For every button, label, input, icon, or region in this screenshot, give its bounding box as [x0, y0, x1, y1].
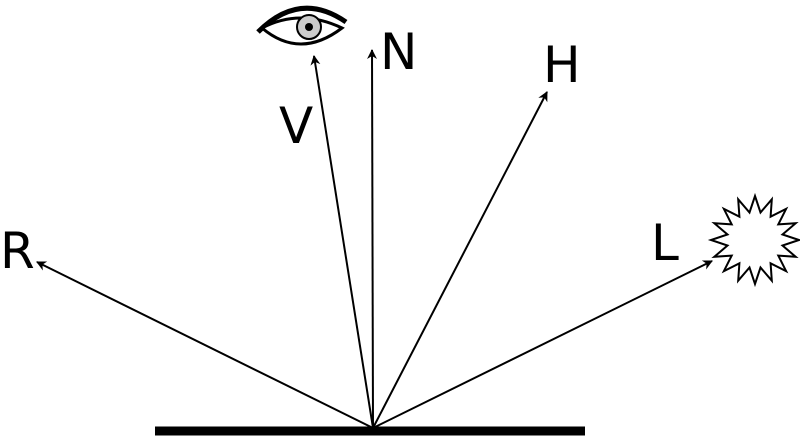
half-vector-arrow — [372, 91, 548, 429]
normal-vector-arrow — [367, 49, 378, 429]
view-vector-arrow — [310, 55, 374, 429]
view-vector-label: V — [279, 97, 313, 155]
light-source-icon — [707, 192, 800, 288]
reflection-vector-label: R — [0, 222, 35, 280]
normal-vector-label: N — [380, 23, 417, 81]
half-vector-label: H — [543, 36, 581, 94]
light-vector-arrow — [372, 260, 713, 429]
light-vector-label: L — [651, 214, 679, 272]
reflection-vector-arrow — [36, 261, 374, 429]
eye-icon — [256, 5, 348, 46]
